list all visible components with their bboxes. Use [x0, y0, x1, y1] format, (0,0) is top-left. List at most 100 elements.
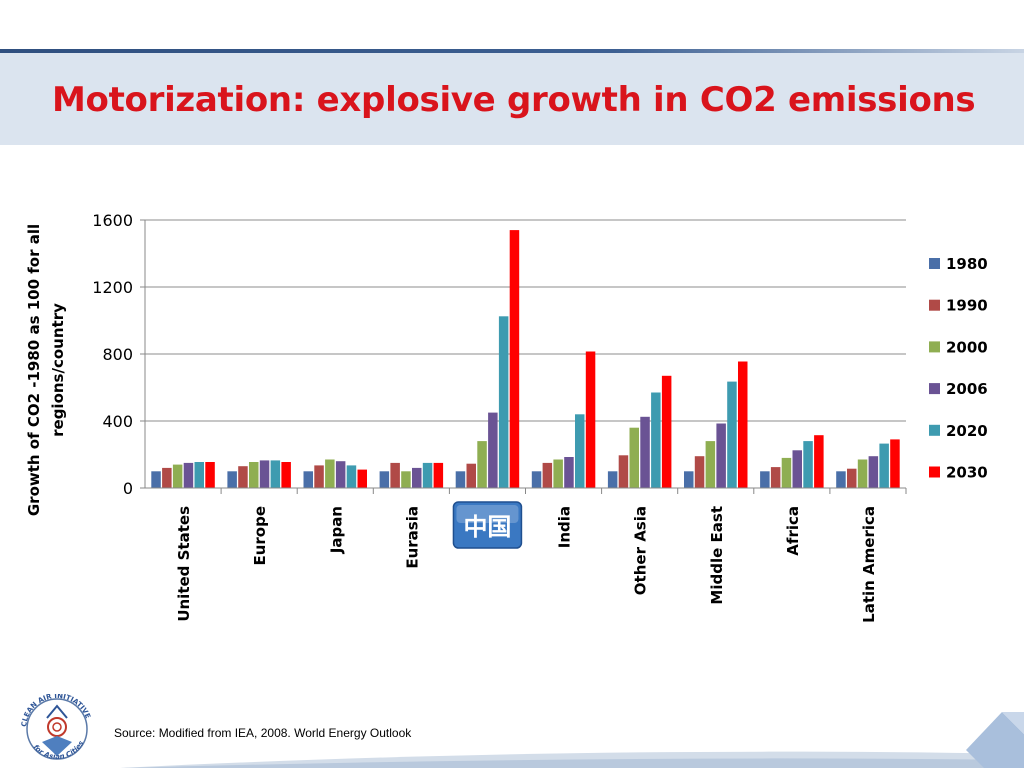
- x-category-label: Other Asia: [632, 506, 650, 595]
- china-badge: [452, 501, 523, 549]
- bar-group: [760, 435, 824, 489]
- bar: [847, 468, 857, 488]
- bar: [868, 456, 879, 488]
- legend-label: 2006: [946, 380, 988, 398]
- bar: [879, 443, 889, 488]
- bar: [738, 361, 748, 488]
- x-category-labels: United States Europe Japan Eurasia 中国 India Ot…: [175, 501, 878, 623]
- bar: [509, 230, 520, 488]
- bar: [466, 463, 476, 488]
- bar: [836, 471, 846, 489]
- bar-group: [151, 462, 215, 489]
- bar: [422, 462, 433, 488]
- legend-swatch: [929, 258, 940, 269]
- bar: [477, 441, 487, 488]
- x-category-label: Latin America: [860, 506, 878, 623]
- x-category-label: India: [556, 506, 574, 548]
- y-axis-label-line-2: regions/country: [49, 303, 67, 437]
- bar: [488, 412, 498, 488]
- legend-label: 2000: [946, 338, 988, 356]
- legend-label: 2030: [946, 464, 988, 482]
- bar-group: [836, 439, 900, 489]
- x-category-label: Africa: [784, 506, 802, 556]
- bar: [661, 375, 672, 488]
- y-tick-label: 0: [123, 479, 133, 498]
- bar: [814, 435, 824, 488]
- bar: [531, 471, 542, 489]
- bar: [629, 427, 639, 488]
- y-tick-label: 400: [102, 412, 133, 431]
- title-band: [0, 53, 1024, 145]
- bar: [618, 455, 629, 488]
- bar-group: [379, 462, 444, 489]
- legend-swatch: [929, 341, 940, 353]
- bar: [575, 414, 585, 488]
- legend-label: 2020: [946, 422, 988, 440]
- bar: [564, 457, 574, 488]
- bar-group: [227, 460, 291, 489]
- bar: [553, 459, 563, 488]
- badge-gloss: [456, 505, 519, 523]
- x-category-label: Middle East: [708, 506, 726, 605]
- x-category-label: Europe: [251, 506, 269, 566]
- bar: [412, 467, 422, 488]
- legend-swatch: [929, 383, 940, 395]
- legend-swatch: [929, 466, 940, 478]
- bar: [259, 460, 270, 488]
- bar: [379, 471, 390, 489]
- bar: [205, 462, 215, 488]
- bar: [303, 471, 313, 489]
- bar: [281, 462, 291, 488]
- bar: [314, 465, 324, 488]
- bar: [727, 381, 737, 488]
- y-tick-label: 1200: [92, 278, 133, 297]
- bar: [770, 467, 781, 488]
- bar: [792, 450, 802, 488]
- bar: [357, 469, 367, 488]
- bar-groups: [151, 230, 900, 489]
- y-tick-label: 800: [102, 345, 133, 364]
- bar: [607, 471, 618, 489]
- bar: [335, 461, 346, 488]
- x-category-label: Japan: [327, 506, 345, 554]
- bar: [651, 392, 661, 488]
- legend-label: 1980: [946, 255, 988, 273]
- bar: [694, 456, 705, 488]
- bar: [238, 466, 248, 488]
- bar: [162, 467, 172, 488]
- bar: [325, 459, 335, 488]
- bar: [705, 441, 716, 488]
- bar: [183, 462, 194, 488]
- bar: [227, 471, 237, 489]
- bar: [542, 462, 553, 488]
- bar: [390, 462, 400, 488]
- bar-group: [684, 361, 748, 489]
- bar: [640, 416, 650, 488]
- bar: [455, 471, 466, 489]
- y-axis-label-line-1: Growth of CO2 -1980 as 100 for all: [25, 224, 43, 516]
- x-category-label: United States: [175, 506, 193, 622]
- x-category-label: 中国: [463, 513, 511, 541]
- source-note: Source: Modified from IEA, 2008. World E…: [114, 726, 412, 740]
- bar: [716, 423, 726, 488]
- corner-decoration: [120, 712, 1024, 768]
- bar: [803, 441, 813, 488]
- bar: [172, 464, 183, 488]
- y-tick-labels: 0 400 800 1200 1600: [92, 211, 133, 498]
- bar-group: [303, 459, 367, 489]
- bar: [760, 471, 770, 489]
- bar: [433, 462, 444, 488]
- bar: [857, 459, 868, 488]
- legend-swatch: [929, 299, 940, 311]
- bar: [270, 460, 281, 488]
- grid-lines: [140, 219, 907, 494]
- y-tick-label: 1600: [92, 211, 133, 230]
- bar: [346, 465, 357, 488]
- bar-group: [531, 351, 596, 489]
- bar: [151, 471, 161, 489]
- co2-growth-chart: 0 400 800 1200 1600 United States Europe Japan…: [25, 211, 988, 623]
- legend-label: 1990: [946, 297, 988, 315]
- legend-swatch: [929, 424, 940, 436]
- bar-group: [607, 375, 672, 489]
- bar-group: [455, 230, 520, 489]
